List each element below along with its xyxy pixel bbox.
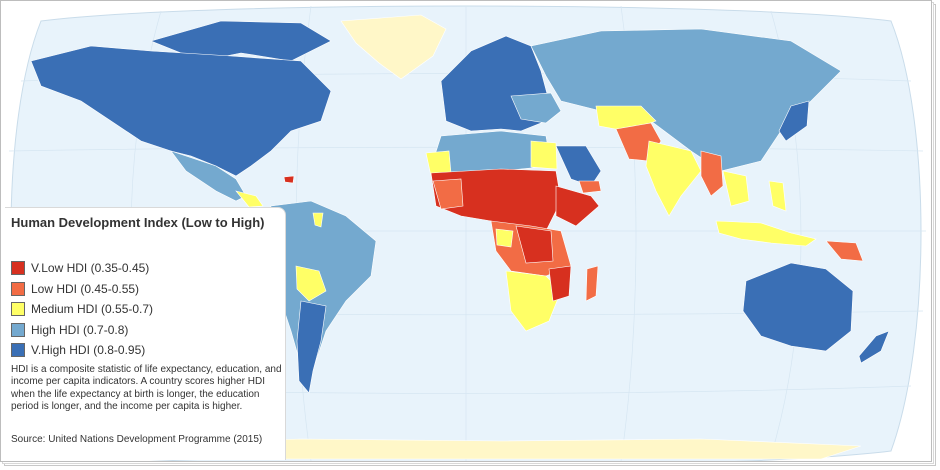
legend-swatch: [11, 261, 25, 276]
region-central-america-medium[interactable]: [235, 190, 264, 208]
region-madagascar[interactable]: [585, 265, 599, 302]
region-greenland[interactable]: [340, 14, 447, 80]
region-japan[interactable]: [778, 100, 810, 142]
region-north-america[interactable]: [30, 45, 332, 177]
legend-label: V.High HDI (0.8-0.95): [31, 343, 146, 358]
legend-label: Low HDI (0.45-0.55): [31, 281, 140, 296]
region-mozambique[interactable]: [548, 265, 572, 302]
region-egypt[interactable]: [530, 140, 558, 170]
region-drc[interactable]: [515, 225, 554, 264]
legend-label: Medium HDI (0.55-0.7): [31, 302, 154, 317]
legend-swatch: [11, 343, 25, 358]
region-arabia[interactable]: [555, 145, 602, 187]
region-indonesia[interactable]: [715, 220, 817, 247]
region-russia-china[interactable]: [530, 28, 842, 172]
region-guyana[interactable]: [312, 212, 324, 228]
region-eastern-europe[interactable]: [510, 92, 562, 124]
region-philippines[interactable]: [768, 180, 787, 212]
region-argentina-chile[interactable]: [296, 300, 327, 394]
region-australia[interactable]: [742, 262, 854, 352]
legend-swatch: [11, 322, 25, 337]
region-west-africa-low[interactable]: [432, 178, 464, 210]
legend-label: High HDI (0.7-0.8): [31, 322, 129, 337]
legend-source: Source: United Nations Development Progr…: [11, 434, 263, 445]
region-yemen[interactable]: [578, 180, 602, 194]
region-india[interactable]: [645, 140, 702, 217]
legend-title: Human Development Index (Low to High): [11, 215, 265, 230]
legend-item-v-low[interactable]: V.Low HDI (0.35-0.45): [11, 258, 153, 279]
region-mexico[interactable]: [170, 150, 247, 202]
map-legend: Human Development Index (Low to High) V.…: [5, 207, 286, 460]
region-horn[interactable]: [555, 185, 600, 227]
legend-swatch: [11, 302, 25, 317]
legend-item-medium[interactable]: Medium HDI (0.55-0.7): [11, 299, 153, 320]
legend-swatch: [11, 281, 25, 296]
map-frame: Human Development Index (Low to High) V.…: [0, 0, 932, 462]
region-new-zealand[interactable]: [858, 330, 890, 364]
region-png[interactable]: [825, 240, 864, 262]
region-southeast-asia[interactable]: [722, 170, 750, 207]
legend-note: HDI is a composite statistic of life exp…: [11, 364, 282, 412]
legend-items: V.Low HDI (0.35-0.45) Low HDI (0.45-0.55…: [11, 258, 153, 361]
region-myanmar[interactable]: [700, 150, 724, 197]
legend-label: V.Low HDI (0.35-0.45): [31, 261, 150, 276]
region-gabon[interactable]: [495, 228, 514, 248]
region-haiti[interactable]: [283, 175, 295, 184]
region-bolivia[interactable]: [295, 265, 327, 302]
legend-item-v-high[interactable]: V.High HDI (0.8-0.95): [11, 340, 153, 361]
region-southern-africa[interactable]: [505, 270, 562, 332]
legend-item-low[interactable]: Low HDI (0.45-0.55): [11, 279, 153, 300]
legend-item-high[interactable]: High HDI (0.7-0.8): [11, 320, 153, 341]
